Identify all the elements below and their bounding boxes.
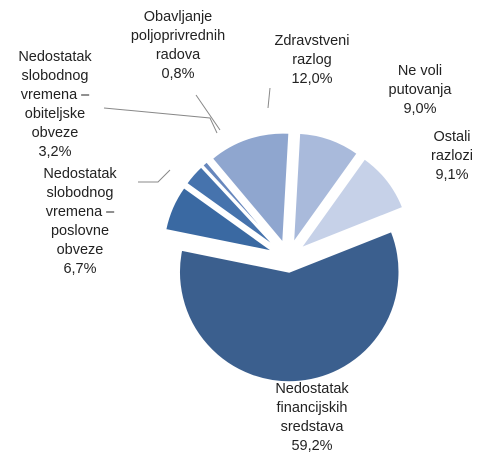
value-label: 6,7% xyxy=(63,261,97,277)
slice-label: Nedostatak financijskih sredstava 59,2% xyxy=(262,380,362,456)
pie-slice xyxy=(201,160,278,247)
pie-slice xyxy=(211,132,290,245)
value-label: 9,1% xyxy=(435,167,469,183)
category-label: Nedostatak slobodnog vremena – poslovne … xyxy=(43,166,117,258)
category-label: Ne voli putovanja xyxy=(388,63,452,98)
leader-line xyxy=(195,94,221,131)
value-label: 59,2% xyxy=(291,438,333,454)
pie-slice xyxy=(178,230,400,383)
slice-label: Zdravstveni razlog 12,0% xyxy=(262,32,362,89)
slice-label: Nedostatak slobodnog vremena – obiteljsk… xyxy=(6,48,104,162)
leader-lines xyxy=(103,87,271,183)
category-label: Obavljanje poljoprivrednih radova xyxy=(130,9,226,63)
pie-slice xyxy=(298,157,404,250)
value-label: 0,8% xyxy=(161,66,195,82)
leader-line xyxy=(267,87,271,109)
category-label: Ostali razlozi xyxy=(431,129,473,164)
pie-slice xyxy=(292,132,359,246)
leader-line xyxy=(103,107,218,134)
category-label: Nedostatak slobodnog vremena – obiteljsk… xyxy=(18,49,92,141)
slice-label: Nedostatak slobodnog vremena – poslovne … xyxy=(31,165,129,279)
slice-label: Obavljanje poljoprivrednih radova 0,8% xyxy=(116,8,241,84)
value-label: 12,0% xyxy=(291,71,333,87)
category-label: Zdravstveni razlog xyxy=(274,33,350,68)
pie-slice xyxy=(185,165,277,249)
pie-slice xyxy=(164,186,274,253)
slice-label: Ostali razlozi 9,1% xyxy=(421,128,483,185)
leader-line xyxy=(138,169,171,183)
category-label: Nedostatak financijskih sredstava xyxy=(275,381,349,435)
value-label: 3,2% xyxy=(38,144,72,160)
slice-label: Ne voli putovanja 9,0% xyxy=(380,62,460,119)
value-label: 9,0% xyxy=(403,101,437,117)
